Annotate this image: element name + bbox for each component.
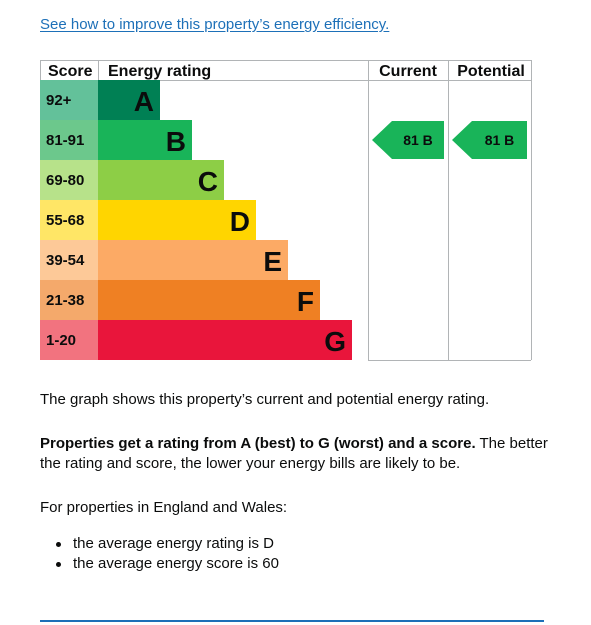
current-rating-label: 81 B — [403, 132, 433, 148]
region-intro: For properties in England and Wales: — [40, 499, 288, 516]
average-list: the average energy rating is D the avera… — [56, 534, 279, 574]
rating-explanation: Properties get a rating from A (best) to… — [40, 434, 550, 474]
potential-rating-label: 81 B — [485, 132, 515, 148]
band-score-cell — [40, 240, 98, 280]
band-c: 69-80 C — [40, 160, 224, 200]
band-bar — [98, 120, 192, 160]
average-score-item: the average energy score is 60 — [56, 554, 279, 574]
band-letter: A — [134, 86, 154, 117]
band-f: 21-38 F — [40, 280, 320, 320]
band-score-label: 55-68 — [46, 212, 84, 229]
band-score-cell — [40, 280, 98, 320]
rating-explanation-rest: The better the rating and score, the low… — [40, 435, 548, 472]
band-letter: E — [263, 246, 282, 277]
graph-note: The graph shows this property’s current … — [40, 391, 490, 408]
band-score-cell — [40, 120, 98, 160]
current-rating: 81 B — [372, 121, 444, 159]
header-energy-rating: Energy rating — [108, 63, 211, 80]
band-e: 39-54 E — [40, 240, 288, 280]
band-score-label: 81-91 — [46, 132, 84, 149]
band-bar — [98, 200, 256, 240]
band-d: 55-68 D — [40, 200, 256, 240]
band-score-label: 92+ — [46, 92, 72, 109]
band-b: 81-91 B — [40, 120, 192, 160]
band-a: 92+ A — [40, 80, 160, 120]
band-score-label: 69-80 — [46, 172, 84, 189]
rating-explanation-bold: Properties get a rating from A (best) to… — [40, 435, 476, 452]
average-rating-item: the average energy rating is D — [56, 534, 279, 554]
band-score-label: 21-38 — [46, 292, 84, 309]
band-letter: G — [324, 326, 346, 357]
bottom-divider — [40, 620, 544, 622]
band-score-cell — [40, 80, 98, 120]
band-letter: F — [297, 286, 314, 317]
band-score-cell — [40, 320, 98, 360]
rating-bands: 92+ A 81-91 B 69-80 C 55-68 D 39-54 E 21-38 F 1-20 G — [40, 80, 352, 360]
band-bar — [98, 80, 160, 120]
band-letter: D — [230, 206, 250, 237]
band-letter: C — [198, 166, 218, 197]
improve-efficiency-link[interactable]: See how to improve this property’s energ… — [40, 16, 390, 33]
potential-rating-arrow — [452, 121, 527, 159]
band-score-cell — [40, 200, 98, 240]
header-current: Current — [379, 63, 437, 80]
band-letter: B — [166, 126, 186, 157]
energy-rating-chart: Score Energy rating Current Potential 92… — [40, 60, 532, 361]
chart-grid — [40, 60, 532, 361]
band-bar — [98, 160, 224, 200]
band-score-label: 1-20 — [46, 332, 76, 349]
rating-markers: 81 B 81 B — [372, 121, 527, 159]
band-score-cell — [40, 160, 98, 200]
header-score: Score — [48, 63, 93, 80]
potential-rating: 81 B — [452, 121, 527, 159]
band-bar — [98, 280, 320, 320]
band-score-label: 39-54 — [46, 252, 85, 269]
band-g: 1-20 G — [40, 320, 352, 360]
header-potential: Potential — [457, 63, 525, 80]
current-rating-arrow — [372, 121, 444, 159]
band-bar — [98, 320, 352, 360]
band-bar — [98, 240, 288, 280]
chart-headers: Score Energy rating Current Potential — [48, 63, 525, 80]
